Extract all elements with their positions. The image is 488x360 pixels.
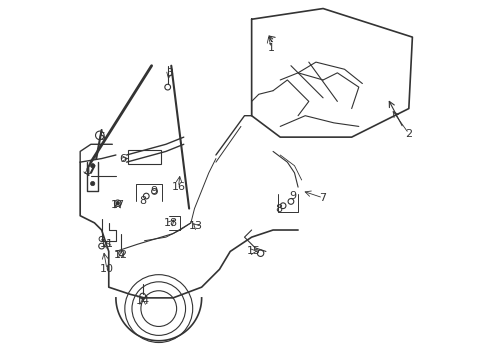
- Text: 18: 18: [164, 218, 178, 228]
- Text: 8: 8: [274, 203, 282, 213]
- Text: 5: 5: [98, 132, 105, 142]
- Text: 10: 10: [100, 264, 114, 274]
- Text: 1: 1: [267, 43, 274, 53]
- Text: 16: 16: [171, 182, 185, 192]
- Text: 15: 15: [246, 247, 260, 256]
- Circle shape: [90, 181, 95, 186]
- Text: 3: 3: [165, 68, 173, 78]
- Text: 9: 9: [149, 186, 157, 196]
- Text: 6: 6: [119, 154, 126, 163]
- Circle shape: [116, 202, 119, 205]
- Text: 17: 17: [110, 200, 124, 210]
- Bar: [128, 150, 160, 164]
- Text: 4: 4: [83, 168, 91, 178]
- Text: 13: 13: [189, 221, 203, 231]
- Text: 8: 8: [139, 197, 146, 206]
- Text: 2: 2: [405, 129, 411, 139]
- Text: 14: 14: [135, 296, 149, 306]
- Text: 11: 11: [100, 239, 114, 249]
- Text: 12: 12: [114, 250, 128, 260]
- Text: 7: 7: [319, 193, 326, 203]
- Circle shape: [90, 163, 95, 168]
- Text: 9: 9: [288, 191, 296, 201]
